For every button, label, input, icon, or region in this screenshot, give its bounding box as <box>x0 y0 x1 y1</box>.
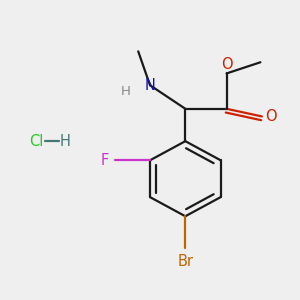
Text: F: F <box>101 153 110 168</box>
Text: O: O <box>221 57 232 72</box>
Text: Br: Br <box>177 254 193 268</box>
Text: H: H <box>121 85 131 98</box>
Text: Cl: Cl <box>29 134 44 149</box>
Text: O: O <box>266 109 277 124</box>
Text: N: N <box>145 78 155 93</box>
Text: H: H <box>59 134 70 149</box>
